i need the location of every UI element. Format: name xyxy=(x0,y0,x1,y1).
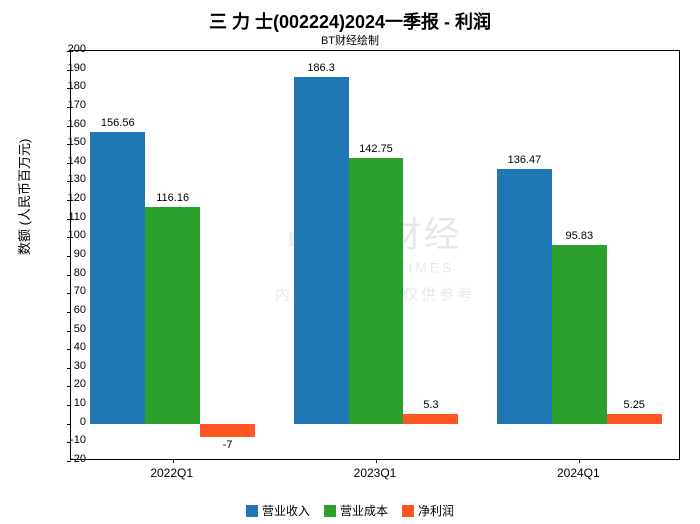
y-tick-label: 80 xyxy=(46,267,86,279)
legend-swatch xyxy=(324,505,336,517)
y-tick-label: 170 xyxy=(46,99,86,111)
y-tick-label: -20 xyxy=(46,453,86,465)
legend-label: 净利润 xyxy=(418,502,454,519)
legend-label: 营业成本 xyxy=(340,502,388,519)
bar-value-label: 116.16 xyxy=(138,192,207,204)
chart-title: 三 力 士(002224)2024一季报 - 利润 xyxy=(0,8,700,34)
bar xyxy=(145,207,200,423)
plot-area: BT财经 BUSINESS TIMES 内容由AI生成，仅供参考 156.561… xyxy=(70,50,680,460)
bar-value-label: 156.56 xyxy=(83,117,152,129)
y-tick-label: 100 xyxy=(46,229,86,241)
y-tick-label: 190 xyxy=(46,62,86,74)
bar xyxy=(552,245,607,424)
y-tick-label: 150 xyxy=(46,136,86,148)
y-tick-label: 200 xyxy=(46,43,86,55)
y-tick-label: 20 xyxy=(46,378,86,390)
y-tick-label: 10 xyxy=(46,397,86,409)
x-tick-label: 2023Q1 xyxy=(273,466,476,480)
x-tick-mark xyxy=(579,459,580,463)
bar xyxy=(497,169,552,423)
y-tick-label: 70 xyxy=(46,285,86,297)
bar xyxy=(294,77,349,424)
bar-value-label: 186.3 xyxy=(287,62,356,74)
legend-swatch xyxy=(246,505,258,517)
bar-value-label: 136.47 xyxy=(490,154,559,166)
bar-value-label: 5.25 xyxy=(600,399,669,411)
x-tick-label: 2024Q1 xyxy=(477,466,680,480)
y-tick-label: 90 xyxy=(46,248,86,260)
bar xyxy=(349,158,404,424)
y-tick-label: 50 xyxy=(46,323,86,335)
bar xyxy=(90,132,145,424)
chart-subtitle: BT财经绘制 xyxy=(0,32,700,48)
bar-value-label: -7 xyxy=(193,439,262,451)
y-tick-label: 60 xyxy=(46,304,86,316)
x-tick-label: 2022Q1 xyxy=(70,466,273,480)
y-tick-label: 180 xyxy=(46,80,86,92)
x-tick-mark xyxy=(376,459,377,463)
legend-item: 净利润 xyxy=(402,502,454,519)
y-tick-label: 140 xyxy=(46,155,86,167)
y-tick-label: 130 xyxy=(46,173,86,185)
y-tick-label: -10 xyxy=(46,434,86,446)
chart-container: 三 力 士(002224)2024一季报 - 利润 BT财经绘制 数额 (人民币… xyxy=(0,0,700,524)
y-axis-label: 数额 (人民币百万元) xyxy=(14,139,33,255)
y-tick-label: 0 xyxy=(46,416,86,428)
legend-item: 营业收入 xyxy=(246,502,310,519)
bar-value-label: 95.83 xyxy=(545,230,614,242)
legend-label: 营业收入 xyxy=(262,502,310,519)
legend-item: 营业成本 xyxy=(324,502,388,519)
legend-swatch xyxy=(402,505,414,517)
bar-value-label: 142.75 xyxy=(342,143,411,155)
y-tick-label: 160 xyxy=(46,118,86,130)
y-tick-label: 30 xyxy=(46,360,86,372)
y-tick-label: 40 xyxy=(46,341,86,353)
y-tick-label: 120 xyxy=(46,192,86,204)
x-tick-mark xyxy=(173,459,174,463)
bar xyxy=(607,414,662,424)
legend: 营业收入 营业成本 净利润 xyxy=(0,502,700,519)
bar xyxy=(200,424,255,437)
y-tick-label: 110 xyxy=(46,211,86,223)
bar xyxy=(403,414,458,424)
bar-value-label: 5.3 xyxy=(396,399,465,411)
